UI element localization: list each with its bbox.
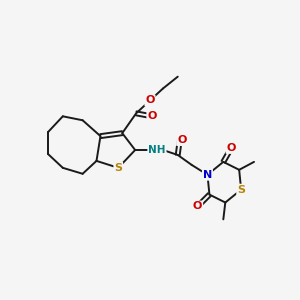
Text: O: O (177, 135, 186, 145)
Text: O: O (147, 111, 157, 121)
Text: S: S (237, 184, 245, 195)
Text: O: O (226, 143, 236, 153)
Text: S: S (114, 163, 122, 173)
Text: N: N (203, 170, 212, 180)
Text: O: O (193, 202, 202, 212)
Text: NH: NH (148, 145, 166, 155)
Text: O: O (145, 95, 155, 106)
